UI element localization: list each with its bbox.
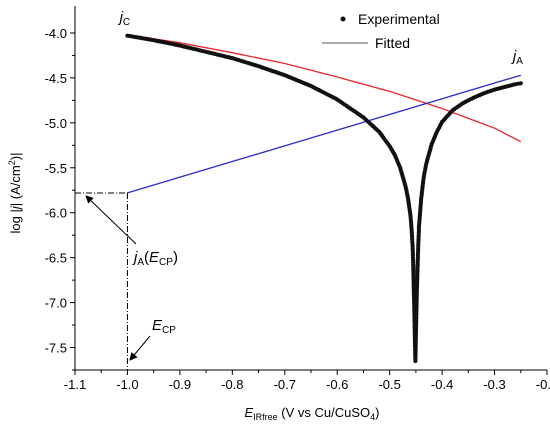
jc-symbol: j [118, 9, 124, 26]
arrow-to-ja-ecp [85, 195, 137, 245]
y-tick-label: -4.5 [45, 71, 67, 86]
jc-subscript: C [123, 17, 130, 28]
experimental-point [518, 81, 523, 86]
series-line-ja [127, 74, 521, 194]
arrow-to-ecp [129, 335, 151, 361]
legend-fitted-label: Fitted [375, 35, 410, 51]
annot-ja-paren-close: ) [173, 249, 178, 266]
annot-ja-e-symbol: E [149, 249, 160, 266]
y-axis-ticks: -4.0 -4.5 -5.0 -5.5 -6.0 -6.5 -7.0 -7.5 [45, 26, 75, 371]
x-label-rest-a: (V vs Cu/CuSO [278, 405, 370, 420]
fitted-line [127, 35, 521, 362]
x-tick-label: -0.2 [536, 377, 550, 392]
series-line-jc [127, 34, 522, 143]
y-label-symbol: j [8, 205, 23, 211]
y-axis-label: log |j| (A/cm2)| [7, 153, 23, 234]
annot-ja-symbol: j [132, 249, 138, 266]
x-tick-label: -1.1 [64, 377, 86, 392]
annot-ja-sub: A [137, 257, 144, 268]
x-tick-label: -0.7 [274, 377, 296, 392]
y-tick-label: -6.5 [45, 251, 67, 266]
y-label-rest-b: )| [8, 153, 23, 161]
y-tick-label: -4.0 [45, 26, 67, 41]
y-label-sup: 2 [7, 160, 17, 165]
x-label-subscript: IRfree [253, 412, 278, 422]
x-tick-label: -1.0 [116, 377, 138, 392]
x-axis-ticks: -1.1 -1.0 -0.9 -0.8 -0.7 -0.6 -0.5 -0.4 -0.3 -0.2 [64, 370, 550, 392]
x-tick-label: -0.8 [221, 377, 243, 392]
ja-symbol: j [511, 48, 517, 65]
y-tick-label: -7.5 [45, 341, 67, 356]
y-tick-label: -5.5 [45, 161, 67, 176]
y-tick-label: -5.0 [45, 116, 67, 131]
x-label-symbol: E [244, 405, 253, 420]
x-tick-label: -0.4 [431, 377, 453, 392]
x-tick-label: -0.5 [378, 377, 400, 392]
annot-ecp-sub: CP [162, 325, 176, 336]
y-tick-label: -7.0 [45, 296, 67, 311]
x-label-rest-sub: 4 [370, 412, 375, 422]
y-label-rest-a: | (A/cm [8, 165, 23, 206]
annotation-ja-ecp: jA(ECP) [132, 249, 178, 268]
experimental-points [125, 33, 523, 364]
y-label-prefix: log | [8, 209, 23, 233]
series-lines [127, 34, 522, 362]
annotation-ecp: ECP [152, 317, 176, 336]
legend-experimental-marker [340, 16, 346, 22]
series-label-jc: jC [118, 9, 131, 28]
annot-ecp-symbol: E [152, 317, 163, 334]
y-tick-label: -6.0 [45, 206, 67, 221]
x-axis-label: EIRfree (V vs Cu/CuSO4) [244, 405, 379, 422]
legend: Experimental Fitted [322, 11, 440, 51]
annot-ja-paren-open: ( [144, 249, 149, 266]
legend-experimental-label: Experimental [358, 11, 440, 27]
x-tick-label: -0.3 [483, 377, 505, 392]
ecp-guide-lines [75, 192, 128, 370]
series-label-ja: jA [511, 48, 523, 67]
x-label-rest-b: ) [375, 405, 379, 420]
x-tick-label: -0.6 [326, 377, 348, 392]
x-tick-label: -0.9 [169, 377, 191, 392]
ja-subscript: A [516, 56, 523, 67]
annot-ja-e-sub: CP [159, 257, 173, 268]
